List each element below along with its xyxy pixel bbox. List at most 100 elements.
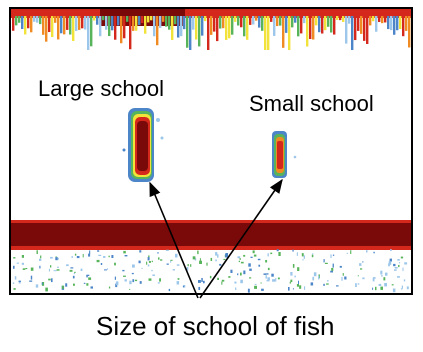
seabed-noise-speck — [50, 256, 53, 259]
surface-noise-speck — [393, 16, 396, 35]
surface-noise-speck — [372, 16, 375, 22]
seabed-noise-speck — [260, 282, 262, 284]
seabed-noise-speck — [290, 279, 293, 283]
seabed-noise-speck — [298, 280, 299, 284]
seabed-noise-speck — [71, 256, 73, 258]
seabed-noise-speck — [290, 272, 293, 276]
seabed-noise-speck — [240, 261, 244, 264]
surface-noise-speck — [135, 16, 138, 31]
seabed-noise-speck — [275, 278, 277, 282]
seabed-noise-speck — [48, 278, 51, 281]
surface-noise-speck — [336, 16, 339, 21]
seabed-noise-speck — [318, 275, 320, 280]
seabed-noise-speck — [88, 277, 92, 280]
seabed-noise-speck — [138, 260, 141, 264]
surface-noise-speck — [132, 16, 135, 31]
seabed-noise-speck — [217, 254, 219, 258]
seabed-noise-speck — [103, 256, 106, 258]
seabed-noise-speck — [304, 286, 306, 290]
seabed-noise-speck — [254, 283, 257, 285]
seabed-noise-speck — [378, 283, 382, 286]
seabed-noise-speck — [115, 283, 118, 288]
seabed-noise-speck — [257, 258, 261, 261]
surface-noise-speck — [387, 16, 390, 30]
seabed-noise-speck — [270, 252, 273, 255]
seabed-noise-speck — [124, 279, 127, 282]
seabed-noise-speck — [323, 283, 325, 286]
seabed-noise-speck — [131, 272, 134, 275]
surface-noise-speck — [237, 16, 240, 26]
seabed-noise-speck — [301, 253, 304, 257]
seabed-noise-speck — [267, 277, 270, 281]
surface-noise-speck — [120, 16, 123, 44]
seabed-noise-speck — [182, 285, 185, 288]
seabed-noise-speck — [170, 260, 172, 263]
surface-noise-speck — [204, 16, 207, 22]
surface-noise-speck — [42, 16, 45, 35]
seabed-noise-speck — [215, 252, 218, 256]
surface-noise-speck — [216, 16, 219, 42]
seabed-noise-speck — [392, 288, 396, 293]
surface-noise-speck — [258, 16, 261, 28]
surface-noise-speck — [249, 16, 252, 25]
seabed-noise-speck — [192, 256, 196, 260]
seabed-noise-speck — [123, 275, 126, 277]
surface-noise-speck — [363, 16, 366, 41]
seabed-noise-speck — [129, 288, 131, 290]
surface-noise-speck — [177, 16, 180, 38]
surface-noise-speck — [99, 16, 102, 37]
seabed-noise-speck — [187, 264, 189, 267]
surface-noise-speck — [390, 16, 393, 31]
seabed-noise-speck — [146, 261, 148, 265]
seabed-noise-speck — [215, 259, 217, 262]
surface-noise-speck — [72, 16, 75, 42]
seabed-noise-speck — [14, 276, 17, 280]
seabed-noise-speck — [57, 266, 59, 268]
seabed-noise-speck — [86, 275, 88, 278]
surface-noise-speck — [405, 16, 408, 31]
seabed-noise-speck — [151, 269, 153, 272]
seabed-noise-speck — [176, 264, 180, 266]
display-frame — [9, 7, 413, 295]
seabed-noise-speck — [238, 260, 240, 263]
surface-noise-speck — [291, 16, 294, 28]
seabed-noise-speck — [326, 283, 329, 285]
seabed-noise-speck — [157, 282, 160, 284]
surface-noise-speck — [246, 16, 249, 40]
seabed-noise-speck — [380, 270, 383, 275]
seabed-noise-speck — [336, 285, 339, 287]
seabed-noise-speck — [312, 276, 315, 281]
surface-noise-speck — [225, 16, 228, 40]
surface-noise-speck — [93, 16, 96, 21]
surface-noise-speck — [174, 16, 177, 25]
surface-noise-speck — [45, 16, 48, 42]
seabed-noise-speck — [25, 268, 28, 270]
surface-noise-speck — [186, 16, 189, 48]
surface-noise-speck — [384, 16, 387, 23]
surface-noise-speck — [264, 16, 267, 50]
seabed-noise-speck — [296, 284, 299, 287]
seabed-noise-speck — [147, 257, 150, 261]
seabed-noise-speck — [152, 274, 155, 276]
seabed-noise-speck — [267, 267, 270, 271]
surface-noise-speck — [207, 16, 210, 50]
seabed-noise-speck — [310, 282, 314, 286]
seabed-noise-speck — [177, 278, 180, 280]
seabed-noise-speck — [13, 265, 15, 269]
surface-noise-speck — [315, 16, 318, 26]
surface-noise-speck — [234, 16, 237, 22]
seabed-noise-speck — [384, 283, 387, 287]
surface-noise-speck — [378, 16, 381, 22]
seabed-noise-speck — [50, 265, 52, 268]
surface-noise-speck — [309, 16, 312, 40]
seabed-noise-speck — [73, 283, 75, 286]
surface-noise-speck — [369, 16, 372, 26]
seabed-noise-speck — [122, 269, 125, 272]
seabed-noise-speck — [360, 268, 363, 270]
seabed-noise-speck — [240, 272, 242, 276]
seabed-noise-speck — [166, 263, 169, 265]
seabed-noise-speck — [252, 250, 255, 254]
seabed-noise-speck — [294, 275, 296, 278]
seabed-noise-speck — [53, 270, 57, 272]
seabed-noise-speck — [18, 280, 21, 282]
